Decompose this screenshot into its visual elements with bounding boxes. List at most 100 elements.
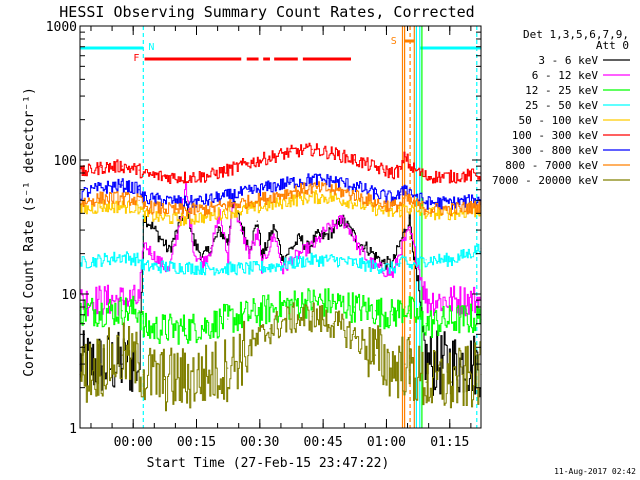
- data-point-2-9: [290, 304, 292, 306]
- data-point-7-18: [404, 197, 406, 199]
- x-tick-label-1: 00:15: [177, 435, 216, 450]
- data-point-3-20: [467, 253, 469, 255]
- series-6: [79, 173, 482, 210]
- series-8: [79, 302, 482, 412]
- data-point-1-1: [121, 299, 123, 301]
- data-point-4-2: [121, 205, 123, 208]
- data-point-6-14: [353, 185, 355, 187]
- data-point-2-4: [184, 328, 187, 330]
- legend-label-1: 6 - 12 keV: [532, 69, 599, 82]
- data-point-6-6: [184, 202, 187, 204]
- data-point-0-32: [383, 262, 385, 264]
- data-point-4-9: [248, 208, 250, 210]
- y-tick-label-2: 100: [54, 154, 77, 169]
- data-point-4-18: [404, 205, 406, 208]
- data-point-7-10: [269, 196, 271, 198]
- data-point-0-1: [121, 363, 123, 365]
- x-tick-label-2: 00:30: [240, 435, 279, 450]
- data-point-1-33: [391, 273, 393, 276]
- data-point-2-2: [138, 310, 140, 312]
- legend-label-3: 25 - 50 keV: [525, 99, 598, 112]
- data-point-4-8: [227, 211, 229, 213]
- data-point-5-7: [206, 175, 208, 177]
- data-point-3-8: [269, 266, 271, 268]
- data-point-4-6: [184, 218, 187, 221]
- data-point-5-8: [227, 169, 229, 171]
- data-point-7-7: [206, 208, 208, 210]
- data-point-6-17: [400, 194, 402, 196]
- data-point-4-16: [391, 212, 393, 214]
- data-point-4-19: [408, 208, 410, 210]
- x-tick-label-4: 01:00: [367, 435, 406, 450]
- legend-header-1: Att 0: [596, 39, 629, 52]
- y-tick-label-0: 1: [69, 422, 77, 437]
- data-point-3-1: [100, 259, 102, 261]
- data-point-2-5: [206, 325, 208, 327]
- data-point-2-6: [227, 318, 229, 320]
- data-point-5-2: [121, 165, 123, 167]
- data-point-1-24: [315, 242, 317, 244]
- data-point-6-10: [269, 186, 271, 188]
- data-point-1-20: [282, 269, 284, 272]
- data-point-7-17: [400, 203, 402, 205]
- data-point-4-14: [353, 202, 355, 204]
- data-point-7-8: [227, 204, 229, 206]
- legend-label-4: 50 - 100 keV: [519, 114, 599, 127]
- data-point-1-26: [332, 225, 334, 227]
- series-line-2: [80, 288, 482, 345]
- series-3: [79, 243, 482, 276]
- data-point-7-4: [142, 205, 144, 208]
- data-point-7-16: [391, 205, 393, 208]
- data-point-4-10: [269, 204, 271, 206]
- data-point-0-31: [374, 256, 377, 258]
- data-point-7-5: [163, 208, 166, 210]
- data-point-5-17: [400, 168, 402, 171]
- data-point-1-19: [273, 233, 275, 235]
- data-point-2-8: [269, 307, 271, 310]
- data-point-8-6: [184, 378, 187, 381]
- legend-header-0: Det 1,3,5,6,7,9,: [523, 28, 629, 41]
- data-point-8-19: [408, 369, 410, 371]
- data-point-2-15: [404, 306, 406, 308]
- legend-label-2: 12 - 25 keV: [525, 84, 598, 97]
- data-point-0-20: [282, 259, 284, 261]
- data-point-1-25: [324, 229, 326, 231]
- data-point-0-3: [142, 215, 144, 217]
- data-point-6-9: [248, 191, 250, 193]
- series-line-8: [80, 302, 482, 412]
- data-point-1-22: [298, 253, 301, 255]
- data-point-4-4: [142, 214, 144, 216]
- data-point-8-15: [353, 336, 355, 338]
- data-point-4-7: [206, 215, 208, 217]
- data-point-0-35: [408, 217, 410, 219]
- data-point-6-19: [408, 191, 410, 193]
- data-point-7-3: [138, 199, 140, 201]
- data-point-8-20: [425, 381, 427, 383]
- data-point-8-4: [142, 374, 144, 376]
- data-point-3-9: [290, 262, 292, 264]
- data-point-4-11: [290, 199, 292, 201]
- data-point-8-10: [256, 339, 258, 342]
- data-point-6-1: [100, 187, 102, 189]
- data-point-3-17: [408, 266, 410, 268]
- data-point-8-8: [227, 367, 229, 369]
- data-point-2-18: [459, 318, 461, 320]
- data-point-1-17: [256, 233, 258, 235]
- data-point-3-13: [374, 266, 377, 268]
- data-point-3-7: [248, 267, 250, 270]
- data-point-6-21: [450, 202, 453, 204]
- data-point-5-4: [142, 173, 144, 176]
- data-point-3-5: [163, 266, 166, 268]
- data-point-4-12: [311, 196, 313, 198]
- data-point-0-5: [159, 237, 161, 239]
- data-point-5-15: [374, 166, 377, 169]
- data-point-1-8: [184, 187, 187, 189]
- data-point-5-9: [248, 162, 250, 164]
- data-point-0-37: [459, 363, 461, 365]
- data-point-5-20: [425, 176, 427, 178]
- data-point-1-5: [159, 262, 161, 264]
- data-point-3-12: [353, 262, 355, 264]
- data-point-8-3: [138, 363, 140, 365]
- data-point-5-6: [184, 176, 187, 179]
